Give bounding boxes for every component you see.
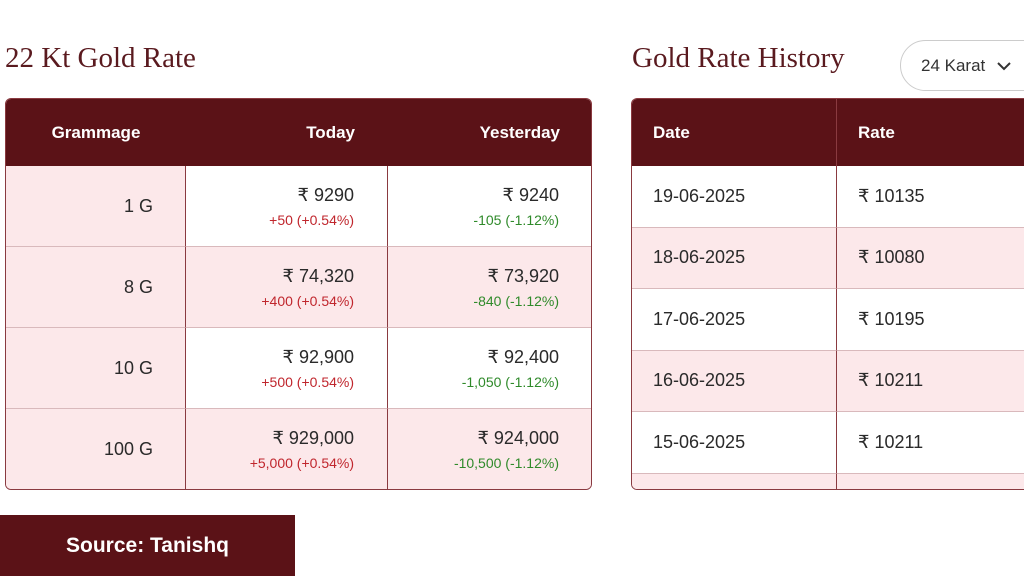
date: 19-06-2025 xyxy=(653,185,746,206)
yesterday-cell: ₹ 92,400 -1,050 (-1.12%) xyxy=(388,328,591,409)
chevron-icon xyxy=(997,61,1011,70)
today-rate: ₹ 929,000 xyxy=(272,427,354,448)
yesterday-change: -1,050 (-1.12%) xyxy=(461,373,559,390)
grammage: 100 G xyxy=(103,438,153,459)
today-rate: ₹ 74,320 xyxy=(282,265,354,286)
today-cell: ₹ 9290 +50 (+0.54%) xyxy=(186,166,388,247)
column-header: Date xyxy=(632,99,837,166)
source-banner: Source: Tanishq xyxy=(0,515,295,576)
yesterday-cell: ₹ 73,920 -840 (-1.12%) xyxy=(388,247,591,328)
rate: ₹ 10080 xyxy=(858,247,925,268)
yesterday-cell: ₹ 9240 -105 (-1.12%) xyxy=(388,166,591,247)
date: 16-06-2025 xyxy=(653,370,746,391)
rate-cell: ₹ 10135 xyxy=(837,166,1024,228)
yesterday-change: -10,500 (-1.12%) xyxy=(453,454,559,471)
rate: ₹ 10135 xyxy=(858,185,925,206)
date-cell: 17-06-2025 xyxy=(632,289,837,351)
column-header: Grammage xyxy=(6,99,186,166)
today-change: +5,000 (+0.54%) xyxy=(249,454,354,471)
date: 17-06-2025 xyxy=(653,308,746,329)
header-text: Grammage xyxy=(51,122,141,142)
today-change: +50 (+0.54%) xyxy=(269,211,354,228)
grammage-cell: 100 G xyxy=(6,409,186,489)
yesterday-rate: ₹ 73,920 xyxy=(487,265,559,286)
grammage-cell: 1 G xyxy=(6,166,186,247)
rate-cell: ₹ 10195 xyxy=(837,289,1024,351)
rate: ₹ 10195 xyxy=(858,308,925,329)
date-cell: 16-06-2025 xyxy=(632,350,837,412)
header-text: Today xyxy=(306,122,355,142)
column-header: Yesterday xyxy=(388,99,591,166)
yesterday-rate: ₹ 92,400 xyxy=(487,346,559,367)
date: 18-06-2025 xyxy=(653,247,746,268)
today-cell: ₹ 92,900 +500 (+0.54%) xyxy=(186,328,388,409)
yesterday-change: -105 (-1.12%) xyxy=(473,211,559,228)
date-cell: 18-06-2025 xyxy=(632,227,837,289)
date: 15-06-2025 xyxy=(653,431,746,452)
today-change: +500 (+0.54%) xyxy=(261,373,354,390)
dropdown-label: 24 Karat xyxy=(921,55,986,75)
yesterday-cell: ₹ 924,000 -10,500 (-1.12%) xyxy=(388,409,591,489)
yesterday-rate: ₹ 924,000 xyxy=(477,427,559,448)
today-rate: ₹ 9290 xyxy=(297,184,355,205)
date-cell: 15-06-2025 xyxy=(632,412,837,474)
today-rate: ₹ 92,900 xyxy=(282,346,354,367)
today-cell: ₹ 74,320 +400 (+0.54%) xyxy=(186,247,388,328)
column-header: Today xyxy=(186,99,388,166)
grammage-cell: 10 G xyxy=(6,328,186,409)
grammage: 1 G xyxy=(123,195,153,216)
yesterday-change: -840 (-1.12%) xyxy=(473,292,559,309)
source-text: Source: Tanishq xyxy=(66,533,229,557)
grammage-cell: 8 G xyxy=(6,247,186,328)
rate-cell xyxy=(837,473,1024,489)
rate-title: 22 Kt Gold Rate xyxy=(5,42,196,74)
karat-dropdown[interactable]: 24 Karat xyxy=(900,40,1024,91)
rate-cell: ₹ 10211 xyxy=(837,412,1024,474)
header-text: Rate xyxy=(858,122,895,142)
rate-cell: ₹ 10211 xyxy=(837,350,1024,412)
date-cell: 19-06-2025 xyxy=(632,166,837,228)
column-header: Rate xyxy=(837,99,1024,166)
rate: ₹ 10211 xyxy=(858,431,924,452)
grammage: 10 G xyxy=(113,357,153,378)
history-table: Date Rate 19-06-2025 ₹ 10135 18-06-2025 ₹ 100… xyxy=(631,98,1024,490)
rate: ₹ 10211 xyxy=(858,370,924,391)
yesterday-rate: ₹ 9240 xyxy=(502,184,560,205)
rate-cell: ₹ 10080 xyxy=(837,227,1024,289)
date-cell xyxy=(632,473,837,489)
rate-table: Grammage Today Yesterday 1 G ₹ 9290 +50 (+0.5… xyxy=(5,98,592,490)
header-text: Yesterday xyxy=(479,122,560,142)
today-change: +400 (+0.54%) xyxy=(261,292,354,309)
today-cell: ₹ 929,000 +5,000 (+0.54%) xyxy=(186,409,388,489)
history-title: Gold Rate History xyxy=(632,42,845,74)
header-text: Date xyxy=(653,122,690,142)
grammage: 8 G xyxy=(123,276,153,297)
